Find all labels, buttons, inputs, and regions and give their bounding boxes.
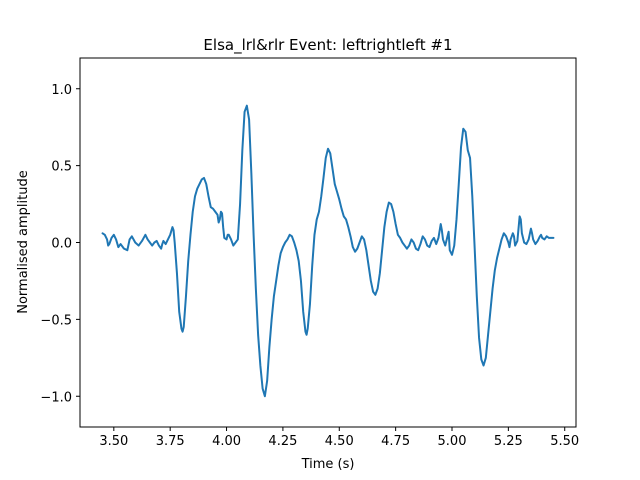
series-line <box>101 104 555 398</box>
x-tick-label: 4.50 <box>325 434 354 449</box>
chart-title: Elsa_lrl&rlr Event: leftrightleft #1 <box>203 36 452 55</box>
y-tick-label: 0.0 <box>51 237 72 252</box>
y-axis-title: Normalised amplitude <box>16 170 31 314</box>
x-axis-title: Time (s) <box>301 457 355 472</box>
x-tick-label: 5.25 <box>494 434 523 449</box>
x-axis: 3.50 3.75 4.00 4.25 4.50 4.75 5.00 5.25 5.50 <box>99 427 579 449</box>
x-tick-label: 3.50 <box>99 434 128 449</box>
x-tick-label: 4.25 <box>268 434 297 449</box>
x-tick-label: 5.00 <box>438 434 467 449</box>
x-tick-label: 4.75 <box>381 434 410 449</box>
y-tick-label: 0.5 <box>51 160 72 175</box>
y-tick-label: −1.0 <box>40 390 72 405</box>
x-tick-label: 5.50 <box>550 434 579 449</box>
y-tick-label: −0.5 <box>40 313 72 328</box>
x-tick-label: 4.00 <box>212 434 241 449</box>
y-tick-label: 1.0 <box>51 83 72 98</box>
x-tick-label: 3.75 <box>156 434 185 449</box>
y-axis: −1.0 −0.5 0.0 0.5 1.0 <box>40 83 80 405</box>
